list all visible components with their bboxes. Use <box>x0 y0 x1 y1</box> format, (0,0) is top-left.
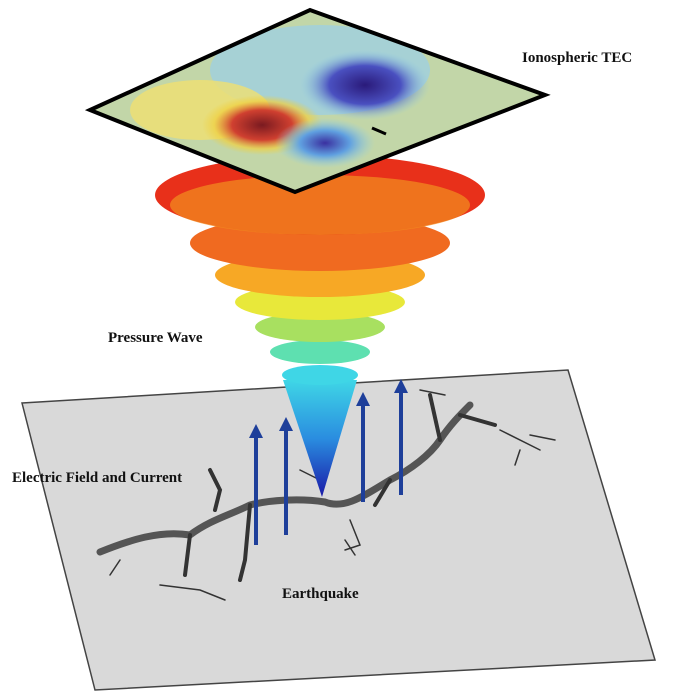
label: Ionospheric TEC <box>522 50 632 66</box>
label: Pressure Wave <box>108 330 203 346</box>
diagram: Ionospheric TEC Pressure Wave Electric F… <box>0 0 673 692</box>
label: Earthquake <box>282 586 359 602</box>
label: Electric Field and Current <box>12 470 182 486</box>
tec-map <box>90 10 545 192</box>
